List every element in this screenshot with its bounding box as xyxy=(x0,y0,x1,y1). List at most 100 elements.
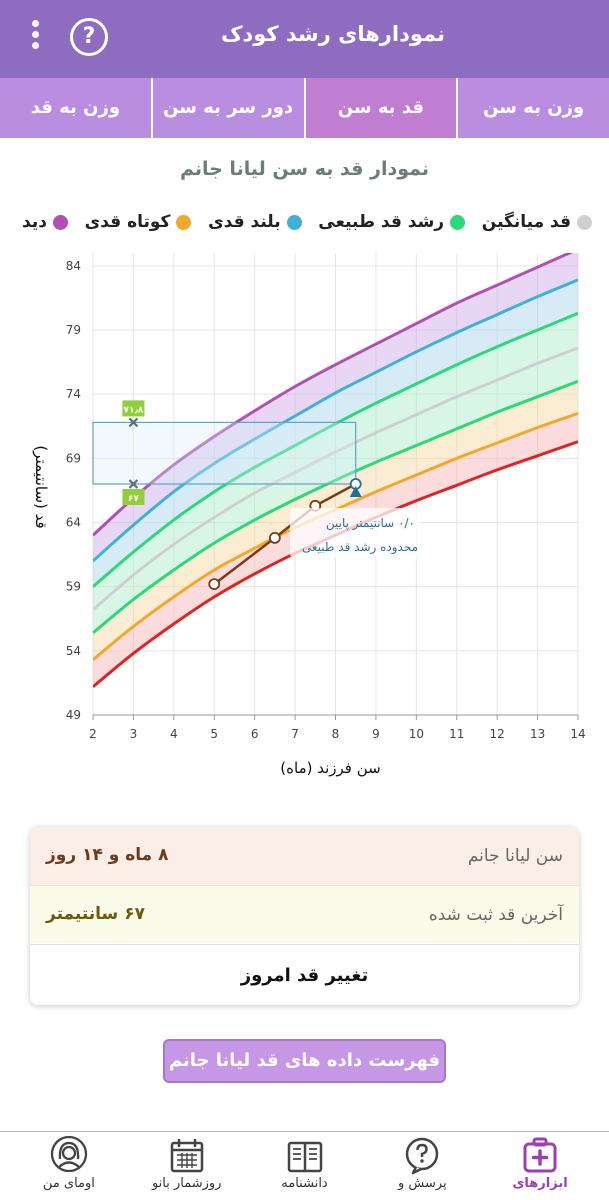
x-axis-label: سن فرزند (ماه) xyxy=(280,759,380,777)
y-tick-label: 69 xyxy=(66,451,81,465)
current-point-marker xyxy=(349,486,362,497)
chart-band xyxy=(93,381,578,660)
chart-band xyxy=(93,348,578,633)
legend-label: بلند قدی xyxy=(208,212,281,232)
plot-area xyxy=(93,253,578,688)
percentile-line xyxy=(93,253,574,537)
child-data-point xyxy=(208,578,221,591)
tab-head-age[interactable]: دور سر به سن xyxy=(150,78,304,138)
y-tick-label: 49 xyxy=(66,708,81,722)
marker-badge xyxy=(122,400,145,417)
x-tick-label: 13 xyxy=(530,727,545,741)
age-value: ۸ ماه و ۱۴ روز xyxy=(46,845,169,865)
help-circle-icon[interactable]: ? xyxy=(70,18,108,56)
x-tick-label: 7 xyxy=(291,727,299,741)
nav-item-calendar[interactable]: روزشمار بانو xyxy=(128,1132,246,1200)
legend-dot xyxy=(577,214,592,230)
annotation-text: محدوده رشد قد طبیعی xyxy=(302,540,418,555)
x-tick-label: 10 xyxy=(409,727,424,741)
info-card: سن لیانا جانم ۸ ماه و ۱۴ روز آخرین قد ثب… xyxy=(30,827,579,1005)
percentile-line xyxy=(93,379,578,635)
legend-label: دید xyxy=(22,212,47,232)
x-tick-label: 8 xyxy=(332,727,340,741)
legend-item-average: قد میانگین xyxy=(482,212,592,232)
percentile-line xyxy=(93,346,578,611)
medical-kit-icon xyxy=(523,1137,557,1173)
x-tick-label: 9 xyxy=(372,727,380,741)
x-tick-label: 2 xyxy=(89,727,97,741)
chart-legend: دید کوتاه قدی بلند قدی رشد قد طبیعی قد م… xyxy=(22,212,592,232)
range-marker xyxy=(128,479,139,489)
y-tick-label: 54 xyxy=(66,644,81,658)
legend-dot xyxy=(52,214,68,230)
x-tick-label: 12 xyxy=(490,727,505,741)
height-label: آخرین قد ثبت شده xyxy=(428,905,563,925)
y-tick-label: 64 xyxy=(66,516,81,530)
legend-item-normal: رشد قد طبیعی xyxy=(318,212,466,232)
legend-dot xyxy=(176,214,192,230)
y-tick-label: 79 xyxy=(66,323,81,337)
legend-item-tall: بلند قدی xyxy=(208,212,302,232)
y-tick-label: 59 xyxy=(66,580,81,594)
height-age-chart[interactable]: 2 3 4 5 6 7 8 9 10 11 12 13 14 49 54 59 64 69 74 79 84 سن فرز… xyxy=(0,250,609,790)
nav-item-questions[interactable]: پرسش و xyxy=(363,1132,481,1200)
percentile-line xyxy=(93,278,578,563)
x-tick-label: 11 xyxy=(449,727,464,741)
tab-weight-height[interactable]: وزن به قد xyxy=(30,97,121,118)
book-icon xyxy=(287,1141,322,1173)
nav-item-encyclopedia[interactable]: دانشنامه xyxy=(246,1132,364,1200)
y-axis-label: قد (سانتیمتر) xyxy=(32,445,50,528)
legend-item-diid: دید xyxy=(22,212,68,232)
annotation-bg xyxy=(290,508,420,558)
woman-avatar-icon xyxy=(50,1135,88,1173)
chart-tabs: وزن به سن قد به سن دور سر به سن وزن به ق… xyxy=(0,78,609,138)
nav-label: دانشنامه xyxy=(281,1176,328,1191)
app-header: ? نمودارهای رشد کودک xyxy=(0,0,609,78)
legend-label: کوتاه قدی xyxy=(84,212,171,232)
marker-badge xyxy=(122,489,145,505)
nav-label: روزشمار بانو xyxy=(151,1176,222,1191)
nav-item-profile[interactable]: اومای من xyxy=(10,1132,128,1200)
nav-item-tools[interactable]: ابزارهای xyxy=(481,1132,599,1200)
chart-band xyxy=(93,413,578,687)
nav-label: پرسش و xyxy=(397,1176,447,1191)
x-tick-label: 4 xyxy=(170,727,178,741)
age-row: سن لیانا جانم ۸ ماه و ۱۴ روز xyxy=(30,827,579,885)
calendar-icon xyxy=(170,1139,203,1173)
tab-weight-age[interactable]: وزن به سن xyxy=(456,78,609,138)
height-row: آخرین قد ثبت شده ۶۷ سانتیمتر xyxy=(30,885,579,943)
nav-label: ابزارهای xyxy=(512,1176,568,1191)
chart-title: نمودار قد به سن لیانا جانم xyxy=(179,158,430,180)
marker-label: ۷۱٫۸ xyxy=(123,405,143,415)
y-tick-label: 74 xyxy=(66,387,81,401)
age-label: سن لیانا جانم xyxy=(467,846,563,866)
more-vertical-icon[interactable] xyxy=(26,18,44,58)
x-tick-label: 5 xyxy=(210,727,218,741)
x-tick-label: 14 xyxy=(570,727,585,741)
legend-dot xyxy=(450,214,466,230)
child-data-point xyxy=(268,531,281,544)
page-title: نمودارهای رشد کودک xyxy=(220,22,445,46)
annotation-text: ۰/۰ سانتیمتر پایین xyxy=(326,516,415,531)
legend-label: رشد قد طبیعی xyxy=(318,212,445,232)
marker-label: ۶۷ xyxy=(128,494,139,504)
legend-dot xyxy=(286,214,302,230)
question-bubble-icon xyxy=(406,1137,439,1175)
x-tick-label: 6 xyxy=(251,727,259,741)
chart-band xyxy=(93,279,578,587)
y-tick-label: 84 xyxy=(66,259,81,273)
change-height-button[interactable]: تغییر قد امروز xyxy=(30,944,579,1005)
height-list-button[interactable]: فهرست داده های قد لیانا جانم xyxy=(163,1039,446,1083)
range-marker xyxy=(128,417,139,428)
height-value: ۶۷ سانتیمتر xyxy=(46,904,145,924)
legend-item-short: کوتاه قدی xyxy=(85,212,192,232)
nav-label: اومای من xyxy=(42,1176,95,1191)
percentile-line xyxy=(93,311,578,588)
chart-band xyxy=(93,253,578,561)
range-highlight xyxy=(92,421,357,485)
legend-label: قد میانگین xyxy=(481,212,571,232)
bottom-nav: ابزارهای پرسش و دانشنامه xyxy=(0,1131,609,1200)
chart-band xyxy=(93,313,578,610)
tab-height-age[interactable]: قد به سن xyxy=(303,78,457,138)
